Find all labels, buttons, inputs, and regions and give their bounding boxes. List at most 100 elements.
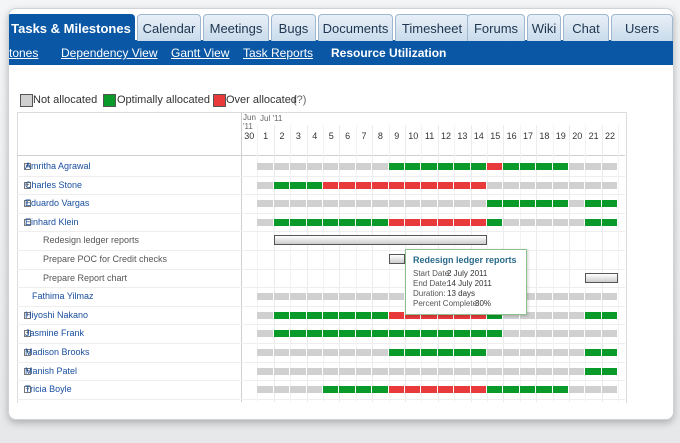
- nav-tab[interactable]: Bugs: [271, 14, 316, 41]
- allocation-cell: [273, 218, 291, 226]
- allocation-cell: [388, 386, 405, 394]
- allocation-cell: [421, 218, 438, 226]
- resource-name[interactable]: Charles Stone: [25, 179, 83, 190]
- resource-name[interactable]: Fathima Yilmaz: [32, 291, 94, 302]
- resource-name[interactable]: Madison Brooks: [25, 347, 90, 357]
- allocation-cell: [454, 349, 471, 356]
- expand-icon[interactable]: +: [24, 200, 31, 208]
- day-label: 11: [424, 131, 435, 141]
- nav-tab[interactable]: Chat: [563, 14, 609, 41]
- tooltip-title: Redesign ledger reports: [413, 255, 517, 265]
- resource-name[interactable]: Amritha Agrawal: [25, 161, 91, 171]
- subnav-link[interactable]: Dependency View: [61, 46, 158, 60]
- allocation-cell: [388, 200, 405, 208]
- task-bar[interactable]: [585, 272, 619, 283]
- day-label: 8: [377, 131, 383, 141]
- tooltip-key: Start Date:: [413, 269, 452, 278]
- allocation-cell: [536, 293, 553, 301]
- allocation-cell: [454, 311, 471, 319]
- nav-tab[interactable]: Tasks & Milestones: [9, 14, 135, 41]
- allocation-cell: [388, 218, 405, 226]
- row-sep: [17, 324, 625, 326]
- allocation-cell: [323, 293, 340, 301]
- task-bar[interactable]: [388, 254, 405, 264]
- allocation-cell: [437, 200, 455, 208]
- allocation-cell: [290, 163, 307, 170]
- grid-line: [257, 125, 259, 402]
- allocation-cell: [339, 367, 356, 375]
- allocation-cell: [306, 163, 323, 170]
- nav-tab[interactable]: Wiki: [527, 14, 561, 41]
- expand-icon[interactable]: +: [24, 311, 31, 319]
- expand-icon[interactable]: +: [24, 163, 31, 170]
- allocation-cell: [421, 386, 438, 394]
- resource-name[interactable]: Jasmine Frank: [25, 328, 85, 339]
- month-label: Jul '11: [260, 114, 283, 123]
- day-label: 16: [506, 131, 517, 141]
- grid-line: [601, 125, 603, 402]
- expand-icon[interactable]: +: [24, 181, 31, 189]
- tooltip-value: 2 July 2011: [447, 269, 488, 278]
- allocation-cell: [372, 293, 389, 301]
- expand-icon[interactable]: +: [24, 349, 31, 356]
- allocation-cell: [421, 330, 438, 338]
- resource-name[interactable]: Manish Patel: [25, 365, 78, 376]
- allocation-cell: [421, 200, 438, 208]
- task-bar[interactable]: [273, 235, 487, 246]
- day-label: 30: [244, 131, 255, 141]
- resource-name[interactable]: Tricia Boyle: [25, 384, 72, 395]
- allocation-cell: [552, 218, 569, 226]
- allocation-cell: [569, 330, 586, 338]
- subnav-link[interactable]: Resource Utilization: [331, 46, 447, 60]
- allocation-cell: [585, 218, 602, 226]
- expand-icon[interactable]: +: [24, 330, 31, 338]
- expand-icon[interactable]: +: [24, 386, 31, 394]
- resource-name[interactable]: Eduardo Vargas: [25, 198, 90, 209]
- allocation-cell: [569, 200, 586, 208]
- allocation-cell: [487, 386, 504, 394]
- allocation-cell: [372, 200, 389, 208]
- allocation-cell: [421, 311, 438, 319]
- day-label: 14: [473, 131, 484, 141]
- allocation-cell: [339, 311, 356, 319]
- nav-tab[interactable]: Users: [611, 14, 673, 41]
- expand-icon[interactable]: +: [24, 367, 31, 375]
- allocation-cell: [437, 181, 455, 189]
- nav-tab[interactable]: Documents: [318, 14, 393, 41]
- grid-line: [339, 125, 341, 402]
- grid-line: [552, 125, 554, 402]
- subnav-link[interactable]: Task Reports: [243, 46, 314, 60]
- allocation-cell: [585, 181, 602, 189]
- nav-tab[interactable]: Timesheet: [395, 14, 469, 41]
- allocation-cell: [536, 386, 553, 394]
- day-label: 7: [361, 131, 367, 141]
- allocation-cell: [355, 163, 373, 170]
- allocation-cell: [372, 330, 389, 338]
- grid-line: [355, 125, 357, 402]
- allocation-cell: [273, 293, 291, 301]
- allocation-cell: [503, 181, 520, 189]
- expand-icon[interactable]: −: [24, 218, 31, 226]
- allocation-cell: [273, 367, 291, 375]
- nav-tab[interactable]: Forums: [467, 14, 525, 41]
- allocation-cell: [454, 386, 471, 394]
- allocation-cell: [421, 163, 438, 170]
- subnav-link[interactable]: stones: [9, 46, 39, 60]
- allocation-cell: [536, 349, 553, 356]
- allocation-cell: [257, 349, 274, 356]
- allocation-cell: [323, 330, 340, 338]
- day-label: 2: [279, 131, 285, 141]
- help-link[interactable]: (?): [293, 94, 307, 106]
- resource-name[interactable]: Hiyoshi Nakano: [25, 309, 89, 320]
- subnav-link[interactable]: Gantt View: [171, 46, 230, 60]
- resource-name[interactable]: Einhard Klein: [25, 216, 79, 227]
- allocation-cell: [339, 293, 356, 301]
- nav-tab[interactable]: Calendar: [137, 14, 201, 41]
- allocation-cell: [306, 218, 323, 226]
- allocation-cell: [273, 311, 291, 319]
- allocation-cell: [585, 349, 602, 356]
- allocation-cell: [503, 311, 520, 319]
- allocation-cell: [437, 311, 455, 319]
- allocation-cell: [601, 367, 619, 375]
- nav-tab[interactable]: Meetings: [203, 14, 269, 41]
